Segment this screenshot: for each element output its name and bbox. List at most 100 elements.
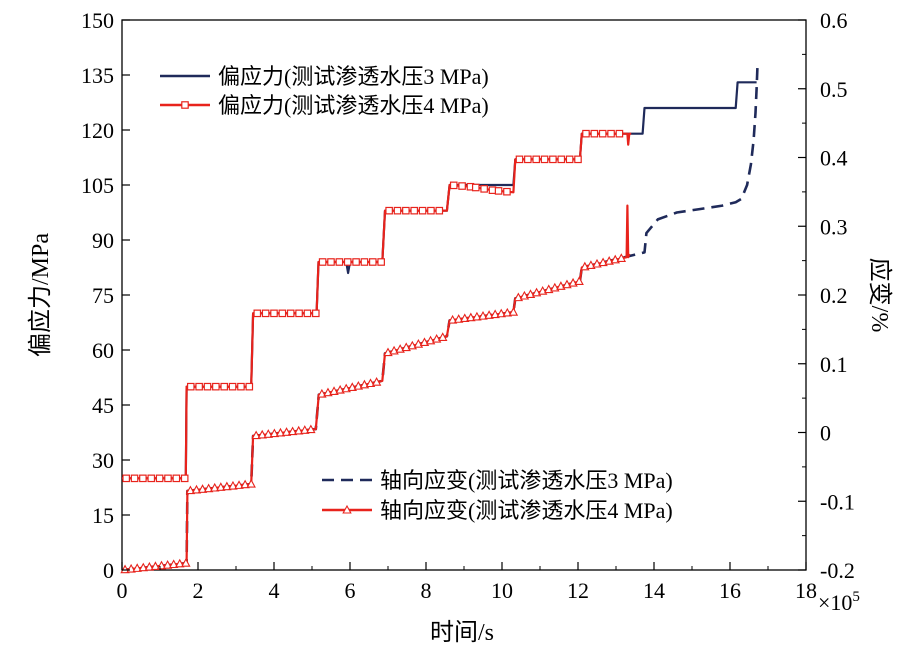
series-marker bbox=[616, 253, 627, 262]
left-y-tick-label: 90 bbox=[92, 228, 114, 253]
series-marker bbox=[203, 483, 214, 493]
left-y-axis-title: 偏应力/MPa bbox=[27, 233, 54, 357]
x-tick-label: 8 bbox=[421, 578, 432, 603]
legend-item-strain-4mpa-marker bbox=[342, 504, 352, 514]
x-tick-label: 4 bbox=[269, 578, 280, 603]
series-marker bbox=[557, 155, 566, 164]
x-axis-multiplier-base: ×10 bbox=[818, 590, 852, 615]
series-marker bbox=[257, 429, 267, 439]
series-marker bbox=[286, 309, 295, 318]
series-marker bbox=[185, 485, 196, 495]
series-marker bbox=[220, 382, 229, 391]
series-marker bbox=[186, 382, 195, 391]
series-marker bbox=[312, 309, 320, 318]
series-marker bbox=[175, 558, 185, 568]
series-marker bbox=[549, 155, 557, 164]
series-marker bbox=[318, 258, 327, 266]
series-marker bbox=[209, 482, 220, 492]
right-y-tick-label: 0.4 bbox=[820, 146, 848, 171]
series-marker bbox=[147, 474, 156, 483]
series-marker bbox=[615, 129, 624, 138]
x-axis-multiplier-exponent: 5 bbox=[852, 589, 860, 605]
legend-item-strain-4mpa: 轴向应变(测试渗透水压4 MPa) bbox=[322, 498, 673, 523]
series-marker bbox=[447, 314, 458, 324]
strain-series-3mpa bbox=[121, 68, 759, 572]
series-marker bbox=[540, 155, 549, 164]
series-marker bbox=[480, 185, 488, 193]
series-marker bbox=[203, 382, 212, 391]
right-y-tick-label: -0.1 bbox=[820, 489, 855, 514]
legend-top: 偏应力(测试渗透水压3 MPa) 偏应力(测试渗透水压4 MPa) bbox=[160, 64, 489, 118]
series-marker bbox=[466, 312, 476, 322]
series-marker bbox=[246, 478, 256, 488]
series-marker bbox=[503, 187, 511, 196]
legend-item-stress-3mpa: 偏应力(测试渗透水压3 MPa) bbox=[160, 64, 489, 89]
series-marker bbox=[437, 332, 448, 341]
x-tick-label: 2 bbox=[193, 578, 204, 603]
series-marker bbox=[197, 484, 208, 493]
right-y-tick-label: 0.6 bbox=[820, 8, 848, 33]
series-marker bbox=[402, 206, 410, 215]
series-marker bbox=[471, 183, 480, 192]
legend-item-stress-4mpa-marker bbox=[181, 101, 189, 109]
series-marker bbox=[144, 561, 155, 571]
series-marker bbox=[138, 562, 149, 572]
x-axis: 0 2 4 6 8 10 12 14 16 18 bbox=[117, 562, 817, 603]
left-y-tick-label: 60 bbox=[92, 338, 114, 363]
series-marker bbox=[472, 311, 482, 321]
series-marker bbox=[269, 428, 280, 438]
series-marker bbox=[524, 155, 532, 164]
legend-item-strain-3mpa-label: 轴向应变(测试渗透水压3 MPa) bbox=[380, 468, 673, 493]
series-marker bbox=[565, 155, 574, 164]
series-marker bbox=[488, 186, 497, 194]
series-marker bbox=[237, 382, 245, 391]
series-marker bbox=[234, 480, 244, 489]
right-y-tick-label: -0.2 bbox=[820, 558, 855, 583]
series-marker bbox=[306, 424, 316, 434]
series-marker bbox=[228, 480, 238, 490]
series-marker bbox=[162, 559, 173, 569]
series-marker bbox=[120, 564, 130, 574]
series-marker bbox=[278, 309, 287, 318]
series-marker bbox=[377, 258, 385, 266]
series-marker bbox=[352, 258, 360, 266]
series-marker bbox=[371, 377, 382, 386]
series-marker bbox=[508, 307, 519, 316]
series-marker bbox=[181, 558, 191, 567]
stress-series-3mpa-line bbox=[122, 81, 757, 480]
series-marker bbox=[590, 129, 599, 138]
series-marker bbox=[460, 313, 470, 323]
left-y-tick-label: 120 bbox=[81, 118, 114, 143]
legend-item-strain-3mpa: 轴向应变(测试渗透水压3 MPa) bbox=[322, 468, 673, 493]
series-layer bbox=[120, 68, 759, 574]
series-marker bbox=[582, 129, 590, 138]
series-marker bbox=[478, 310, 488, 320]
series-marker bbox=[281, 427, 292, 436]
series-marker bbox=[453, 314, 464, 323]
series-marker bbox=[490, 309, 500, 319]
series-marker bbox=[369, 258, 377, 266]
x-tick-label: 0 bbox=[117, 578, 128, 603]
left-y-tick-label: 75 bbox=[92, 283, 114, 308]
series-marker bbox=[130, 474, 139, 483]
right-y-tick-label: 0 bbox=[820, 421, 831, 446]
series-marker bbox=[502, 307, 513, 317]
series-marker bbox=[222, 481, 232, 491]
series-marker bbox=[275, 427, 286, 437]
series-marker bbox=[251, 430, 261, 440]
series-marker bbox=[327, 258, 335, 266]
series-marker bbox=[484, 310, 494, 319]
series-marker bbox=[155, 474, 164, 483]
series-marker bbox=[427, 206, 435, 215]
stress-series-4mpa-line bbox=[122, 132, 632, 480]
right-y-tick-label: 0.3 bbox=[820, 214, 848, 239]
legend-item-stress-4mpa-label: 偏应力(测试渗透水压4 MPa) bbox=[218, 93, 489, 118]
x-tick-label: 6 bbox=[345, 578, 356, 603]
left-y-tick-label: 105 bbox=[81, 173, 114, 198]
series-marker bbox=[172, 474, 181, 483]
series-marker bbox=[122, 474, 130, 483]
series-marker bbox=[574, 155, 582, 164]
series-marker bbox=[458, 182, 466, 190]
series-marker bbox=[343, 258, 352, 266]
